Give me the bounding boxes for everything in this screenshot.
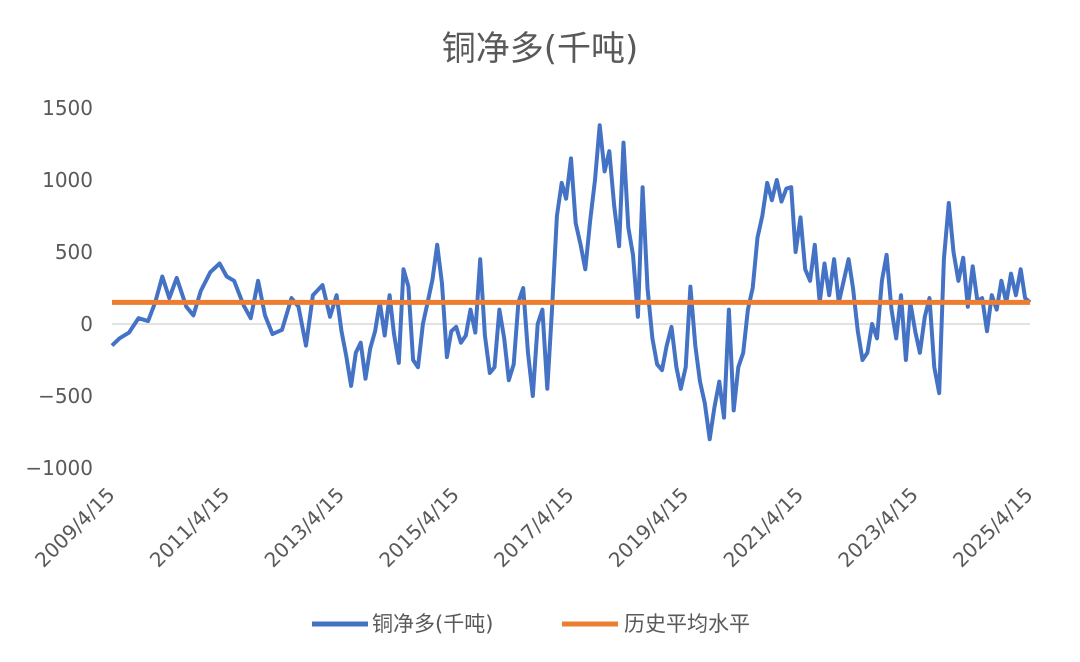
- x-tick-label: 2023/4/15: [833, 483, 922, 572]
- x-tick-label: 2019/4/15: [604, 483, 693, 572]
- y-axis-ticks: 1500 1000 500 0 −500 −1000: [25, 96, 93, 480]
- y-tick-label: 1000: [42, 168, 93, 192]
- legend: 铜净多(千吨) 历史平均水平: [312, 612, 750, 636]
- x-tick-label: 2021/4/15: [719, 483, 808, 572]
- x-tick-label: 2013/4/15: [260, 483, 349, 572]
- y-tick-label: −500: [38, 384, 93, 408]
- y-tick-label: −1000: [25, 456, 93, 480]
- y-tick-label: 0: [80, 312, 93, 336]
- x-tick-label: 2009/4/15: [30, 483, 119, 572]
- legend-label-copper-net-long: 铜净多(千吨): [372, 612, 493, 636]
- x-tick-label: 2011/4/15: [145, 483, 234, 572]
- y-tick-label: 500: [55, 240, 93, 264]
- chart-title: 铜净多(千吨): [442, 29, 639, 69]
- x-tick-label: 2025/4/15: [948, 483, 1037, 572]
- series-layer: [110, 123, 1032, 442]
- x-tick-label: 2017/4/15: [489, 483, 578, 572]
- copper-net-long-line: [110, 123, 1032, 442]
- y-tick-label: 1500: [42, 96, 93, 120]
- x-tick-label: 2015/4/15: [374, 483, 463, 572]
- x-axis-ticks: 2009/4/15 2011/4/15 2013/4/15 2015/4/15 2017…: [30, 483, 1037, 572]
- legend-label-historical-average: 历史平均水平: [624, 612, 750, 636]
